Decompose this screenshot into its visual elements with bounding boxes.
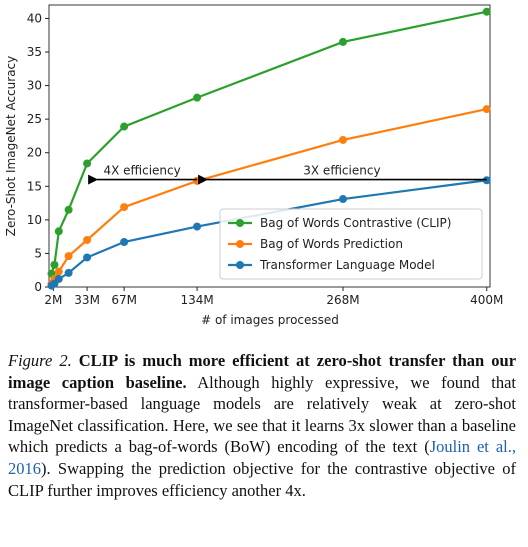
legend-label: Bag of Words Prediction	[260, 237, 403, 251]
data-point	[482, 7, 491, 16]
data-point	[64, 205, 73, 214]
data-point	[50, 260, 59, 269]
plot-frame	[48, 4, 491, 288]
legend-label: Bag of Words Contrastive (CLIP)	[260, 216, 451, 230]
y-tick-label: 20	[27, 146, 42, 160]
x-tick-label: 67M	[111, 293, 137, 307]
data-point	[339, 195, 347, 204]
data-point	[83, 236, 92, 244]
x-tick-label: 134M	[180, 293, 213, 307]
citation: Joulin et al., 2016	[8, 437, 516, 478]
x-tick-label: 268M	[326, 293, 359, 307]
chart: # of images processed Zero-Shot ImageNet…	[4, 4, 503, 327]
data-point	[193, 222, 202, 231]
annotation-text: 3X efficiency	[303, 164, 380, 178]
figure-label: Figure 2.	[8, 351, 72, 370]
y-tick-label: 0	[34, 280, 42, 294]
legend-label: Transformer Language Model	[259, 258, 435, 272]
data-point	[120, 122, 129, 131]
caption: Figure 2. CLIP is much more efficient at…	[8, 350, 516, 501]
data-point	[83, 253, 92, 262]
data-point	[54, 227, 63, 236]
y-tick-label: 40	[27, 11, 42, 25]
x-tick-label: 400M	[470, 293, 503, 307]
data-point	[120, 203, 129, 212]
data-point	[482, 105, 491, 114]
x-tick-label: 2M	[44, 293, 62, 307]
legend-marker	[236, 261, 244, 269]
data-point	[64, 268, 73, 277]
y-tick-label: 10	[27, 213, 42, 227]
y-tick-label: 35	[27, 45, 42, 59]
data-point	[54, 267, 63, 276]
x-tick-label: 33M	[74, 293, 100, 307]
annotation-text: 4X efficiency	[103, 164, 180, 178]
data-point	[193, 93, 202, 102]
data-point	[83, 159, 92, 168]
y-axis-label: Zero-Shot ImageNet Accuracy	[4, 56, 18, 237]
caption-body: Although highly expressive, we found tha…	[8, 372, 516, 457]
data-point	[54, 274, 63, 283]
y-tick-label: 5	[34, 246, 42, 260]
y-tick-label: 30	[27, 79, 42, 93]
data-point	[64, 252, 73, 261]
caption-body: ). Swapping the prediction objective for…	[8, 458, 516, 500]
data-point	[120, 238, 129, 247]
data-point	[193, 176, 202, 185]
x-axis-label: # of images processed	[201, 313, 339, 327]
legend-box	[219, 208, 483, 280]
y-tick-label: 25	[27, 112, 42, 126]
data-point	[339, 135, 347, 144]
data-point	[339, 37, 347, 46]
caption-headline: CLIP is much more efficient at zero-shot…	[8, 351, 517, 392]
legend-marker	[236, 240, 244, 248]
legend-marker	[236, 219, 244, 227]
y-tick-label: 15	[27, 179, 42, 193]
